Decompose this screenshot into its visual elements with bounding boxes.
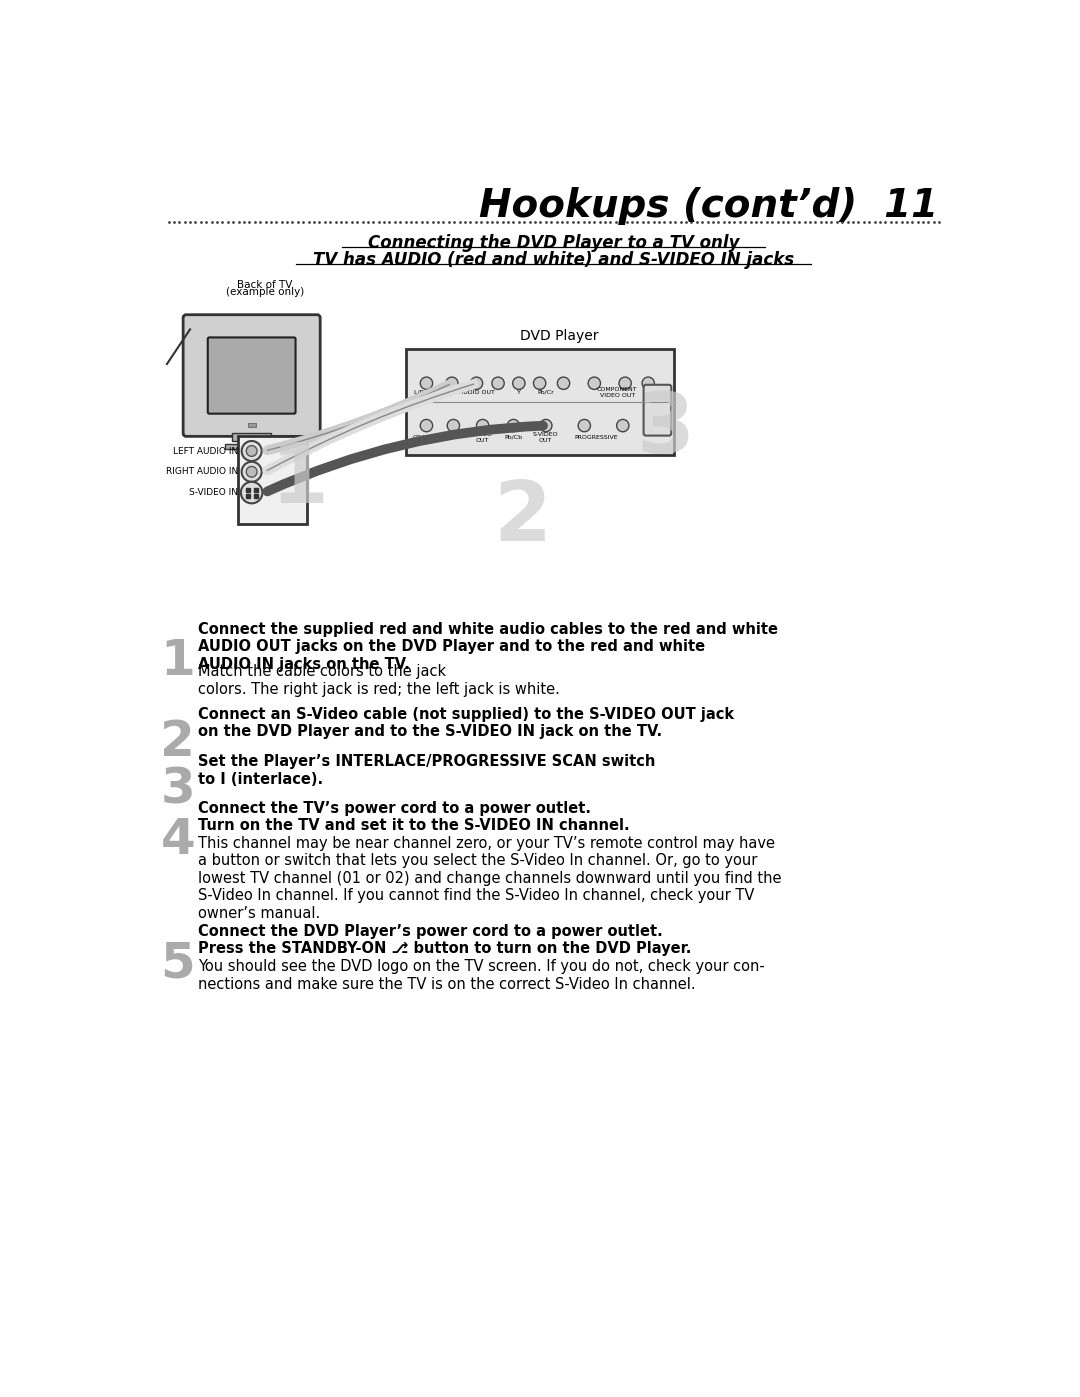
Text: RIGHT AUDIO IN: RIGHT AUDIO IN — [165, 467, 238, 476]
Text: Set the Player’s INTERLACE/PROGRESSIVE SCAN switch
to I (interlace).: Set the Player’s INTERLACE/PROGRESSIVE S… — [198, 754, 656, 787]
Text: 4: 4 — [160, 816, 195, 863]
Bar — [238, 436, 307, 524]
FancyBboxPatch shape — [184, 314, 320, 436]
Circle shape — [617, 419, 629, 432]
Text: 3: 3 — [636, 388, 694, 469]
FancyBboxPatch shape — [207, 338, 296, 414]
Text: This channel may be near channel zero, or your TV’s remote control may have
a bu: This channel may be near channel zero, o… — [198, 835, 781, 921]
Text: 3: 3 — [160, 766, 195, 814]
Bar — [406, 349, 674, 455]
Text: PROGRESSIVE: PROGRESSIVE — [575, 434, 619, 440]
Text: AUDIO OUT: AUDIO OUT — [459, 390, 495, 395]
Text: RI: RI — [450, 434, 457, 440]
Text: You should see the DVD logo on the TV screen. If you do not, check your con-
nec: You should see the DVD logo on the TV sc… — [198, 960, 765, 992]
Text: 1: 1 — [160, 637, 195, 686]
Text: 2: 2 — [494, 478, 552, 559]
Circle shape — [646, 419, 658, 432]
Circle shape — [470, 377, 483, 390]
Text: S-VIDEO
OUT: S-VIDEO OUT — [534, 432, 558, 443]
Text: (example only): (example only) — [226, 288, 303, 298]
Text: VIDEO
OUT: VIDEO OUT — [473, 432, 492, 443]
Text: Match the cable colors to the jack
colors. The right jack is red; the left jack : Match the cable colors to the jack color… — [198, 665, 559, 697]
Circle shape — [246, 467, 257, 478]
Circle shape — [534, 377, 545, 390]
Text: COAXIAL: COAXIAL — [413, 434, 441, 440]
Circle shape — [540, 419, 552, 432]
Circle shape — [619, 377, 632, 390]
Text: Connecting the DVD Player to a TV only: Connecting the DVD Player to a TV only — [368, 235, 739, 251]
Bar — [247, 423, 256, 427]
FancyBboxPatch shape — [644, 384, 672, 436]
Circle shape — [557, 377, 569, 390]
Text: Back of TV: Back of TV — [238, 279, 293, 289]
Circle shape — [420, 419, 433, 432]
Text: Pb/Cb: Pb/Cb — [504, 434, 523, 440]
Text: TV has AUDIO (red and white) and S-VIDEO IN jacks: TV has AUDIO (red and white) and S-VIDEO… — [313, 251, 794, 270]
Circle shape — [241, 482, 262, 503]
Circle shape — [246, 488, 257, 497]
Circle shape — [242, 482, 261, 503]
Circle shape — [589, 377, 600, 390]
Bar — [232, 433, 271, 441]
Circle shape — [447, 419, 460, 432]
Text: Hookups (cont’d)  11: Hookups (cont’d) 11 — [480, 187, 939, 225]
Circle shape — [420, 377, 433, 390]
Circle shape — [246, 446, 257, 457]
Text: L/R OUT: L/R OUT — [414, 390, 440, 395]
Text: 5: 5 — [160, 939, 195, 988]
Text: Connect the supplied red and white audio cables to the red and white
AUDIO OUT j: Connect the supplied red and white audio… — [198, 622, 778, 672]
Text: Connect the TV’s power cord to a power outlet.
Turn on the TV and set it to the : Connect the TV’s power cord to a power o… — [198, 800, 630, 833]
Circle shape — [508, 419, 519, 432]
Circle shape — [491, 377, 504, 390]
Circle shape — [642, 377, 654, 390]
Text: 2: 2 — [160, 718, 195, 766]
Circle shape — [578, 419, 591, 432]
Text: 1: 1 — [270, 439, 328, 520]
Text: LEFT AUDIO IN: LEFT AUDIO IN — [173, 447, 238, 455]
Circle shape — [446, 377, 458, 390]
Text: Pb/Cr: Pb/Cr — [538, 390, 554, 395]
Bar — [225, 444, 279, 448]
Circle shape — [476, 419, 489, 432]
Circle shape — [242, 462, 261, 482]
Text: Connect the DVD Player’s power cord to a power outlet.
Press the STANDBY-ON ⎇ bu: Connect the DVD Player’s power cord to a… — [198, 923, 691, 956]
Circle shape — [242, 441, 261, 461]
Text: S-VIDEO IN: S-VIDEO IN — [189, 488, 238, 497]
Text: COMPONENT
VIDEO OUT: COMPONENT VIDEO OUT — [597, 387, 637, 398]
Text: Y: Y — [517, 390, 521, 395]
Text: DVD Player: DVD Player — [521, 328, 599, 342]
Text: Connect an S-Video cable (not supplied) to the S-VIDEO OUT jack
on the DVD Playe: Connect an S-Video cable (not supplied) … — [198, 707, 734, 739]
Circle shape — [513, 377, 525, 390]
